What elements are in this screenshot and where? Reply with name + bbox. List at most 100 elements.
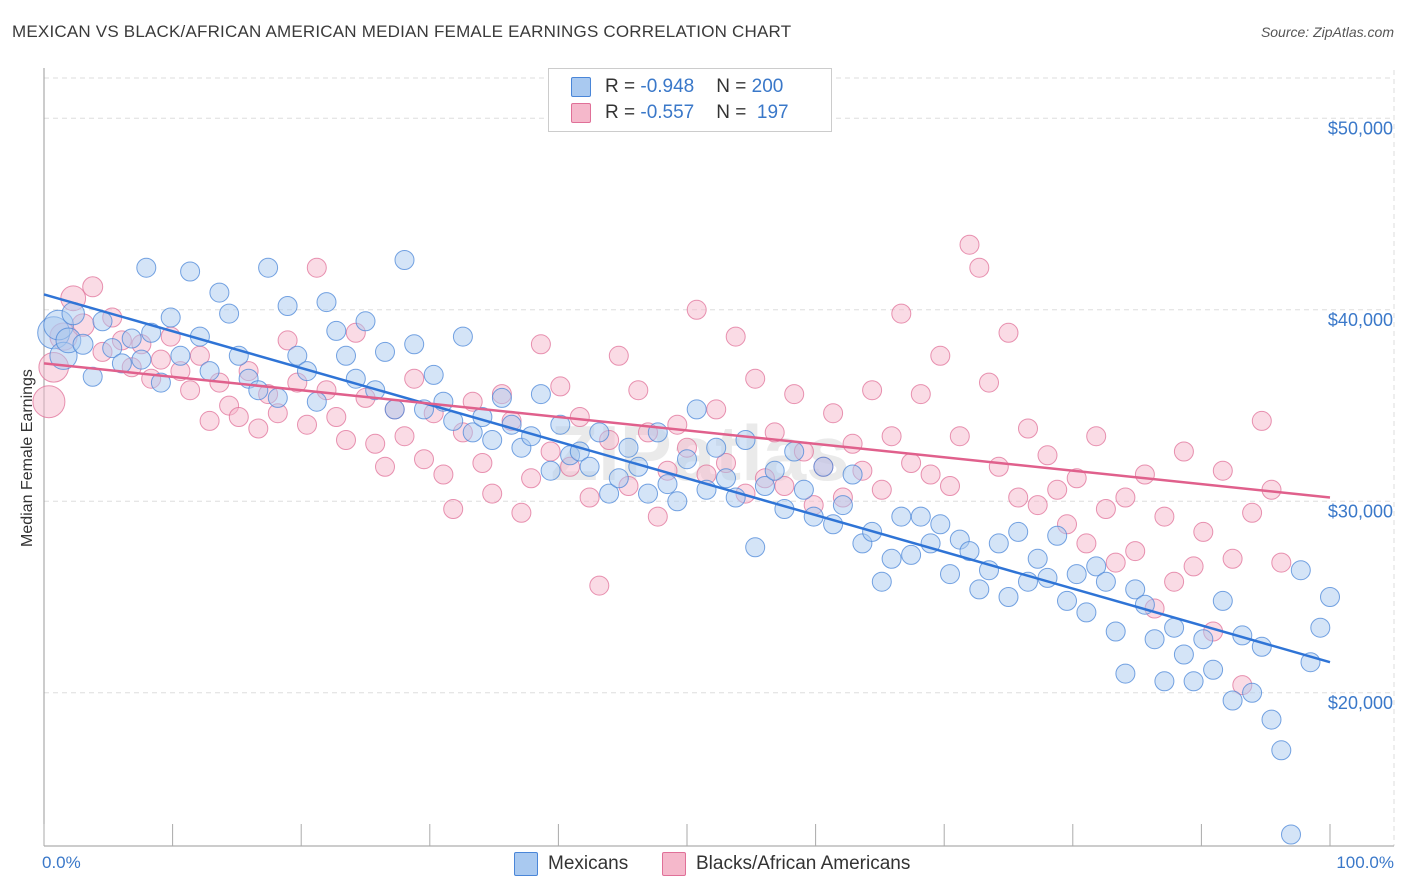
mexicans-trend-line (43, 293, 1331, 664)
bottom-swatch-mexicans (514, 852, 538, 876)
bottom-swatch-blacks (662, 852, 686, 876)
legend-n-value: 197 (751, 102, 789, 123)
blacks-point (336, 430, 356, 450)
blacks-point (150, 349, 171, 370)
legend-n-label: N = (716, 76, 752, 97)
blacks-point (180, 380, 201, 401)
blacks-point (248, 418, 269, 439)
blacks-point (1212, 460, 1233, 481)
blacks-point (930, 345, 951, 366)
blacks-point (297, 414, 317, 435)
mexicans-point (813, 456, 834, 477)
mexicans-point (1271, 740, 1292, 761)
mexicans-point (667, 491, 688, 512)
blacks-point (1193, 521, 1214, 542)
blacks-point (891, 303, 912, 324)
blacks-point (998, 322, 1019, 343)
blacks-point (394, 426, 415, 447)
blacks-point (940, 476, 960, 496)
mexicans-point (462, 422, 483, 443)
legend-row-blacks: R = -0.557 N = 197 (571, 100, 789, 126)
legend-n-label: N = (716, 102, 752, 123)
blacks-point (764, 422, 785, 443)
blacks-point (1125, 541, 1146, 562)
blacks-point (530, 334, 551, 355)
mexicans-point (1310, 617, 1331, 638)
blacks-point (550, 376, 571, 397)
mexicans-point (930, 514, 951, 535)
blacks-point (472, 453, 493, 473)
blacks-point (1076, 533, 1097, 554)
legend-swatch-blacks (571, 103, 591, 123)
bottom-legend-blacks-label: Blacks/African Americans (696, 853, 911, 874)
mexicans-point (1281, 824, 1301, 845)
mexicans-point (92, 311, 113, 332)
mexicans-point (764, 460, 785, 481)
blacks-point (842, 433, 863, 454)
mexicans-point (550, 414, 571, 435)
mexicans-point (1203, 659, 1224, 680)
mexicans-point (160, 307, 181, 328)
axes (43, 68, 1394, 847)
blacks-point (1095, 499, 1116, 519)
blacks-point (365, 433, 386, 454)
mexicans-point (716, 468, 736, 489)
stats-legend: R = -0.948 N = 200 R = -0.557 N = 197 (548, 68, 832, 132)
mexicans-point (1125, 579, 1146, 600)
mexicans-point (336, 345, 356, 366)
blacks-point (979, 372, 999, 393)
mexicans-point (1290, 560, 1311, 581)
mexicans-point (618, 437, 639, 458)
mexicans-point (735, 430, 756, 450)
mexicans-point (482, 430, 503, 450)
mexicans-point (1242, 682, 1263, 703)
gridlines (44, 70, 1395, 846)
legend-r-value: -0.557 (640, 102, 695, 123)
mexicans-point (677, 449, 697, 470)
bottom-legend-blacks: Blacks/African Americans (662, 852, 910, 876)
blacks-point (901, 453, 922, 473)
blacks-point (1037, 445, 1058, 466)
blacks-point (521, 468, 542, 489)
mexicans-point (1193, 629, 1214, 650)
blacks-point (608, 345, 629, 366)
mexicans-point (638, 483, 658, 504)
mexicans-point (131, 349, 152, 370)
blacks-point (1008, 487, 1029, 508)
blacks-point (647, 506, 668, 527)
mexicans-point (881, 548, 902, 569)
legend-n-value: 200 (751, 76, 784, 97)
mexicans-point (784, 441, 805, 462)
mexicans-point (530, 384, 551, 405)
mexicans-point (706, 437, 727, 458)
mexicans-point (1222, 690, 1243, 711)
mexicans-point (891, 506, 912, 527)
mexicans-point (1144, 629, 1165, 650)
mexicans-point (72, 333, 94, 355)
mexicans-point (136, 257, 157, 278)
mexicans-point (657, 474, 678, 495)
blacks-point (375, 456, 395, 477)
mexicans-point (1154, 671, 1175, 692)
blacks-point (988, 456, 1009, 477)
mexicans-point (1047, 525, 1068, 546)
blacks-point (1027, 495, 1048, 516)
trend-lines (43, 293, 1331, 664)
mexicans-point (686, 399, 707, 420)
mexicans-point (959, 541, 980, 562)
blacks-point (784, 384, 805, 405)
legend-r-value: -0.948 (640, 76, 695, 97)
y-tick-label: $20,000 (1328, 693, 1393, 713)
blacks-point (1173, 441, 1194, 462)
mexicans-point (754, 476, 775, 496)
blacks-point (1047, 479, 1068, 500)
mexicans-point (404, 334, 425, 355)
mexicans-point (1164, 617, 1185, 638)
mexicans-point (141, 322, 162, 343)
blacks-point (404, 368, 425, 389)
mexicans-point (1086, 556, 1107, 577)
mexicans-point (121, 328, 142, 349)
blacks-point (1105, 552, 1126, 573)
mexicans-point (267, 387, 288, 408)
